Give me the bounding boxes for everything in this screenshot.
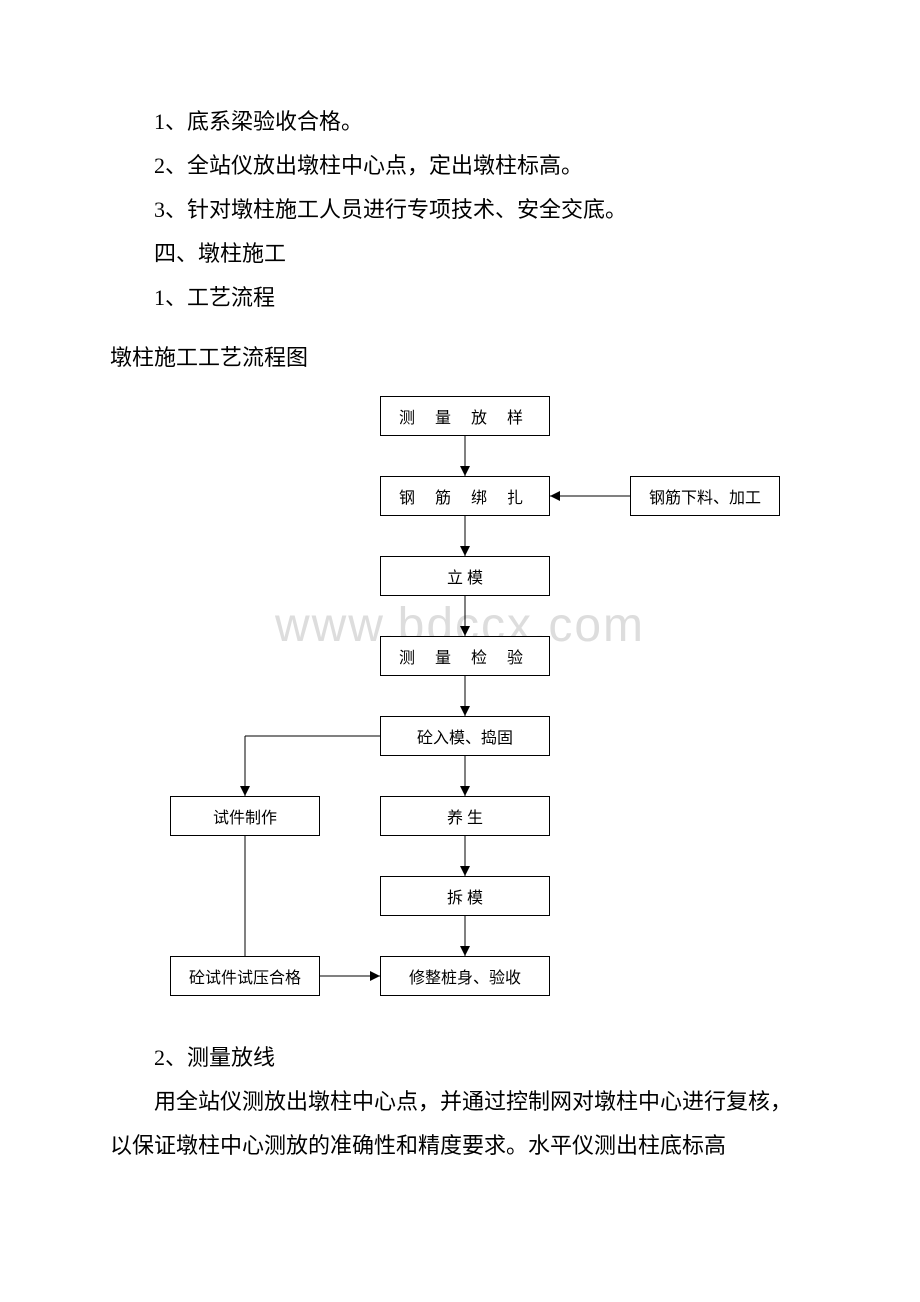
section-2-title: 2、测量放线 bbox=[110, 1036, 810, 1080]
line-1: 1、底系梁验收合格。 bbox=[110, 100, 810, 144]
flow-node-n2: 钢 筋 绑 扎 bbox=[380, 476, 550, 516]
flow-node-n2b: 钢筋下料、加工 bbox=[630, 476, 780, 516]
line-5: 1、工艺流程 bbox=[110, 276, 810, 320]
flow-title: 墩柱施工工艺流程图 bbox=[110, 336, 810, 380]
flow-node-n6b: 试件制作 bbox=[170, 796, 320, 836]
flow-node-n8b: 砼试件试压合格 bbox=[170, 956, 320, 996]
flow-node-n5: 砼入模、捣固 bbox=[380, 716, 550, 756]
flowchart: 测 量 放 样钢 筋 绑 扎 钢筋下料、加工立 模测 量 检 验砼入模、捣固养 生… bbox=[110, 386, 810, 1026]
flow-node-n3: 立 模 bbox=[380, 556, 550, 596]
line-4: 四、墩柱施工 bbox=[110, 232, 810, 276]
flow-node-n7: 拆 模 bbox=[380, 876, 550, 916]
flow-node-n1: 测 量 放 样 bbox=[380, 396, 550, 436]
line-2: 2、全站仪放出墩柱中心点，定出墩柱标高。 bbox=[110, 144, 810, 188]
flow-node-n6: 养 生 bbox=[380, 796, 550, 836]
line-3: 3、针对墩柱施工人员进行专项技术、安全交底。 bbox=[110, 188, 810, 232]
flow-node-n4: 测 量 检 验 bbox=[380, 636, 550, 676]
section-2-para: 用全站仪测放出墩柱中心点，并通过控制网对墩柱中心进行复核，以保证墩柱中心测放的准… bbox=[110, 1080, 810, 1168]
flow-node-n8: 修整桩身、验收 bbox=[380, 956, 550, 996]
